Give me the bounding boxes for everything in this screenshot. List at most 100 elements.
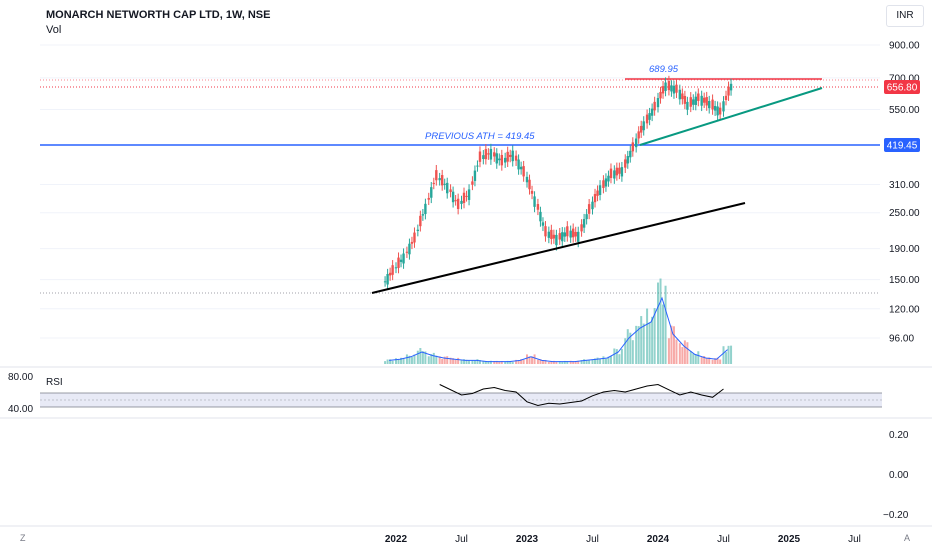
volume-bar	[609, 356, 612, 364]
volume-bar	[487, 361, 490, 364]
volume-bar	[452, 358, 455, 364]
volume-bar	[640, 316, 643, 364]
volume-bar	[522, 359, 525, 364]
volume-bar	[708, 357, 711, 364]
volume-bar	[583, 359, 586, 364]
candle-body	[506, 151, 509, 162]
candle-body	[724, 95, 728, 101]
candle-body	[555, 234, 558, 246]
candle-body	[443, 183, 446, 185]
volume-bar	[489, 360, 492, 364]
candle-body	[539, 211, 542, 222]
candle-body	[613, 170, 616, 179]
candle-body	[473, 170, 477, 181]
volume-bar	[395, 358, 397, 364]
volume-bar	[454, 359, 457, 364]
time-tick-label: 2023	[516, 534, 539, 545]
candle-body	[476, 165, 479, 167]
time-axis[interactable]: 2022 Jul 2023 Jul 2024 Jul 2025 Jul	[385, 534, 861, 545]
candle-body	[580, 224, 583, 232]
candle-body	[729, 83, 733, 91]
candle-body	[394, 267, 398, 269]
price-tick-label: 700.00	[889, 73, 920, 84]
candle-body	[596, 190, 599, 196]
chart-title[interactable]: MONARCH NETWORTH CAP LTD, 1W, NSE	[46, 9, 271, 21]
volume-bar	[730, 345, 733, 364]
candle-body	[449, 189, 452, 193]
candle-body	[607, 175, 610, 182]
volume-bar	[653, 308, 656, 364]
volume-bar	[547, 362, 550, 364]
volume-bar	[585, 360, 588, 364]
candle-body	[493, 152, 496, 157]
candle-body	[650, 108, 654, 116]
price-tick-label: 310.00	[889, 180, 920, 191]
volume-bar	[618, 354, 621, 364]
candle-body	[563, 232, 566, 237]
volume-bar	[635, 325, 638, 364]
volume-bar	[515, 359, 518, 364]
candle-body	[430, 187, 433, 198]
volume-bar	[574, 361, 577, 364]
candle-body	[577, 231, 580, 242]
volume-bar	[449, 357, 452, 364]
green-trendline[interactable]	[639, 87, 823, 146]
candle-body	[637, 131, 640, 139]
volume-bar	[500, 361, 503, 364]
volume-bar	[631, 340, 634, 364]
black-trendline[interactable]	[371, 202, 746, 294]
candle-body	[585, 214, 588, 220]
rsi-tick-40: 40.00	[8, 404, 33, 415]
volume-bar	[667, 338, 670, 364]
volume-bar	[424, 351, 427, 364]
volume-bar	[504, 361, 507, 364]
volume-bar	[563, 360, 566, 364]
candle-body	[697, 93, 700, 101]
price-axis[interactable]: 900.00 700.00 550.00 310.00 250.00 190.00 150.…	[889, 41, 920, 345]
candle-body	[511, 150, 514, 162]
volume-bar	[722, 346, 725, 364]
volume-bar	[478, 360, 481, 364]
candle-body	[519, 166, 523, 170]
candle-body	[582, 219, 586, 228]
currency-button[interactable]: INR	[886, 5, 924, 27]
volume-bar	[509, 361, 512, 364]
candle-body	[661, 86, 665, 94]
volume-bar	[498, 361, 501, 364]
volume-bar	[637, 326, 640, 364]
volume-bar	[572, 361, 575, 364]
candle-body	[530, 190, 534, 194]
volume-bar	[711, 359, 714, 364]
candle-body	[498, 158, 501, 161]
candle-body	[438, 178, 441, 181]
auto-scale-button[interactable]: A	[904, 533, 911, 543]
volume-bar	[596, 357, 599, 364]
candle-body	[416, 229, 420, 231]
volume-bar	[405, 354, 408, 364]
volume-bar	[594, 358, 597, 364]
volume-bar	[441, 358, 444, 364]
price-tick-label: 250.00	[889, 208, 920, 219]
volume-indicator-label[interactable]: Vol	[46, 24, 62, 36]
volume-bar	[675, 339, 678, 364]
candle-body	[435, 170, 438, 181]
candle-body	[536, 204, 540, 210]
candle-body	[702, 97, 706, 103]
candle-body	[402, 253, 405, 264]
volume-bar	[714, 358, 717, 364]
volume-bar	[495, 360, 498, 364]
candle-body	[408, 243, 411, 255]
price-grid	[40, 44, 880, 339]
volume-bar	[657, 282, 659, 364]
candle-body	[593, 193, 597, 203]
volume-bar	[397, 359, 400, 364]
candle-body	[686, 101, 689, 110]
zoom-toggle[interactable]: Z	[20, 533, 26, 543]
candle-body	[571, 228, 575, 238]
candle-body	[716, 106, 719, 116]
candle-body	[620, 167, 624, 177]
candle-body	[700, 95, 703, 106]
time-tick-label: Jul	[717, 534, 730, 545]
volume-bar	[457, 357, 460, 364]
